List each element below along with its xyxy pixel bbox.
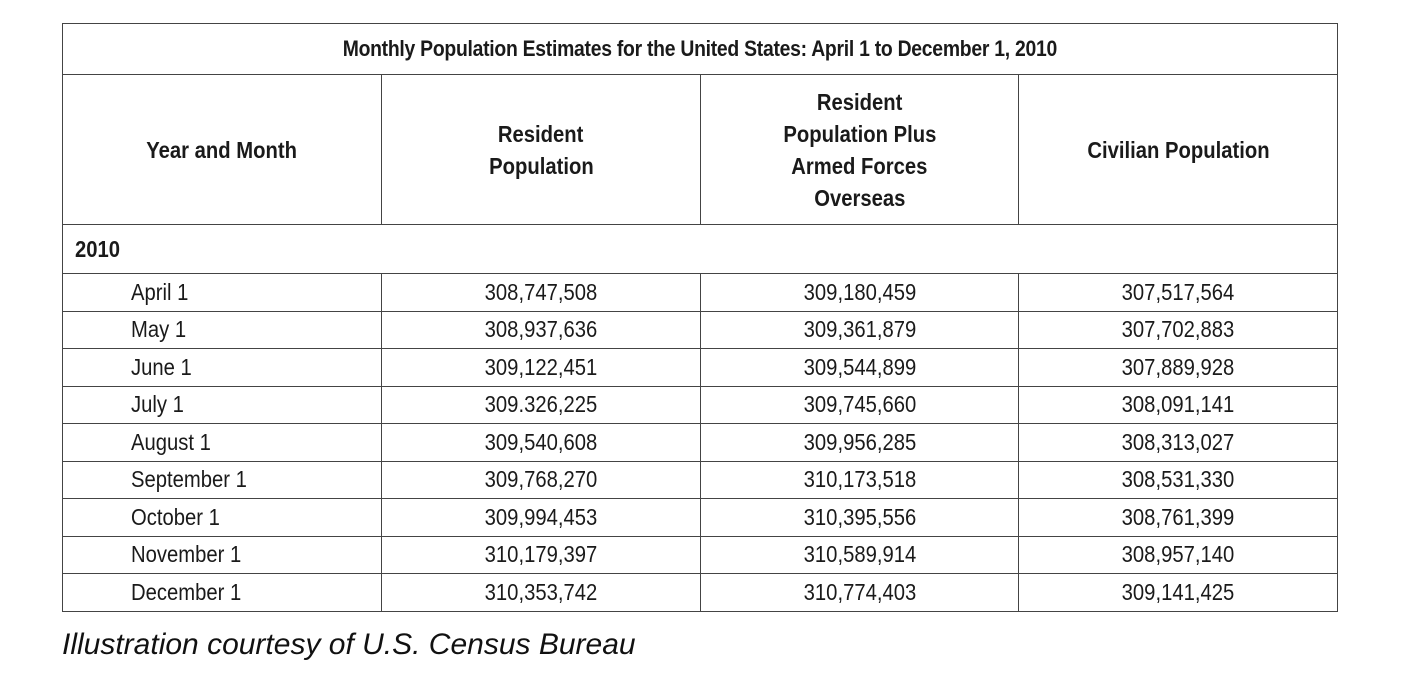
resident-plus-armed-forces-cell: 309,544,899	[700, 348, 1019, 387]
header-resident-plus-line-2: Population Plus	[783, 120, 936, 147]
year-group-row: 2010	[61, 224, 1339, 274]
header-resident-plus-line-4: Overseas	[813, 184, 906, 211]
civilian-population-cell: 308,091,141	[1017, 385, 1339, 424]
civilian-population-cell: 307,517,564	[1017, 273, 1339, 312]
month-cell: June 1	[62, 348, 382, 387]
header-resident-line-1: Resident	[498, 120, 584, 147]
resident-plus-armed-forces-cell: 310,395,556	[700, 498, 1019, 537]
table-title: Monthly Population Estimates for the Uni…	[61, 23, 1339, 75]
table-row: July 1 309.326,225 309,745,660 308,091,141	[62, 385, 1339, 424]
table-row: September 1 309,768,270 310,173,518 308,531…	[62, 460, 1339, 499]
table-row: August 1 309,540,608 309,956,285 308,313,02…	[62, 423, 1339, 462]
civilian-population-cell: 308,531,330	[1017, 460, 1339, 499]
civilian-population-cell: 308,761,399	[1017, 498, 1339, 537]
header-resident-population: Resident Population	[381, 74, 701, 225]
population-table: Monthly Population Estimates for the Uni…	[61, 23, 1339, 612]
table-header-row: Year and Month Resident Population Resid…	[62, 74, 1339, 225]
resident-population-cell: 310,353,742	[381, 573, 701, 612]
table-row: May 1 308,937,636 309,361,879 307,702,883	[62, 310, 1339, 349]
header-resident-plus-armed-forces: Resident Population Plus Armed Forces Ov…	[700, 74, 1019, 225]
month-cell: July 1	[62, 385, 382, 424]
table-row: October 1 309,994,453 310,395,556 308,761,3…	[62, 498, 1339, 537]
header-resident-plus-line-1: Resident	[816, 88, 903, 115]
table-row: April 1 308,747,508 309,180,459 307,517,564	[62, 273, 1339, 312]
resident-population-cell: 309,994,453	[381, 498, 701, 537]
resident-population-cell: 309.326,225	[381, 385, 701, 424]
resident-population-cell: 308,937,636	[381, 310, 701, 349]
resident-plus-armed-forces-cell: 310,173,518	[700, 460, 1019, 499]
year-group-label: 2010	[61, 224, 1339, 274]
table-row: December 1 310,353,742 310,774,403 309,141,…	[62, 573, 1339, 612]
image-credit-caption: Illustration courtesy of U.S. Census Bur…	[62, 628, 636, 661]
resident-plus-armed-forces-cell: 309,180,459	[700, 273, 1019, 312]
table-body: April 1 308,747,508 309,180,459 307,517,564…	[62, 273, 1339, 612]
resident-plus-armed-forces-cell: 309,361,879	[700, 310, 1019, 349]
civilian-population-cell: 308,957,140	[1017, 535, 1339, 574]
civilian-population-cell: 308,313,027	[1017, 423, 1339, 462]
month-cell: May 1	[62, 310, 382, 349]
header-year-month-line: Year and Month	[146, 136, 298, 163]
resident-population-cell: 309,768,270	[381, 460, 701, 499]
civilian-population-cell: 307,702,883	[1017, 310, 1339, 349]
header-resident-line-2: Population	[488, 152, 594, 179]
header-civilian-population: Civilian Population	[1017, 74, 1339, 225]
resident-population-cell: 310,179,397	[381, 535, 701, 574]
header-resident-plus-line-3: Armed Forces	[791, 152, 928, 179]
resident-plus-armed-forces-cell: 310,774,403	[700, 573, 1019, 612]
month-cell: October 1	[62, 498, 382, 537]
resident-plus-armed-forces-cell: 309,745,660	[700, 385, 1019, 424]
civilian-population-cell: 307,889,928	[1017, 348, 1339, 387]
month-cell: November 1	[62, 535, 382, 574]
month-cell: December 1	[62, 573, 382, 612]
resident-plus-armed-forces-cell: 310,589,914	[700, 535, 1019, 574]
header-year-month: Year and Month	[62, 74, 382, 225]
table-row: November 1 310,179,397 310,589,914 308,957,…	[62, 535, 1339, 574]
civilian-population-cell: 309,141,425	[1017, 573, 1339, 612]
month-cell: September 1	[62, 460, 382, 499]
resident-population-cell: 309,540,608	[381, 423, 701, 462]
resident-plus-armed-forces-cell: 309,956,285	[700, 423, 1019, 462]
month-cell: August 1	[62, 423, 382, 462]
table-row: June 1 309,122,451 309,544,899 307,889,928	[62, 348, 1339, 387]
resident-population-cell: 308,747,508	[381, 273, 701, 312]
resident-population-cell: 309,122,451	[381, 348, 701, 387]
table-title-row: Monthly Population Estimates for the Uni…	[61, 23, 1339, 75]
month-cell: April 1	[62, 273, 382, 312]
header-civilian-line: Civilian Population	[1086, 136, 1270, 163]
